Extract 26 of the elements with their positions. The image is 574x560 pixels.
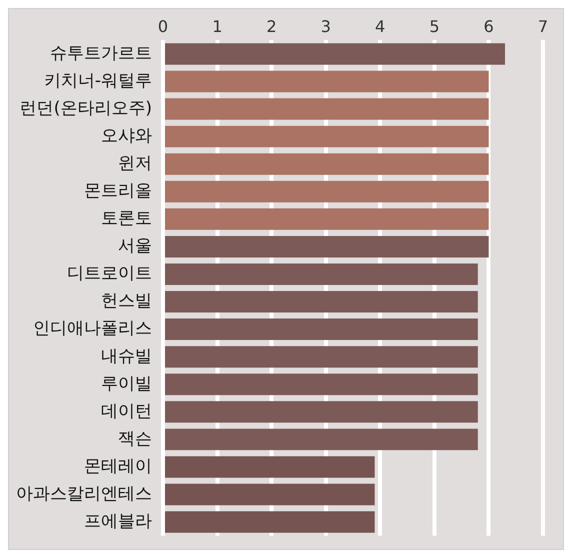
y-tick-label: 몬테레이 bbox=[84, 456, 152, 476]
y-tick-label: 런던(온타리오주) bbox=[20, 98, 152, 118]
x-tick-label: 1 bbox=[212, 16, 222, 36]
y-tick-label: 내슈빌 bbox=[101, 346, 152, 366]
x-tick-label: 7 bbox=[538, 16, 548, 36]
y-tick-label: 잭슨 bbox=[118, 428, 152, 449]
y-tick-label: 몬트리올 bbox=[84, 181, 152, 202]
y-tick-label: 루이빌 bbox=[101, 374, 152, 394]
y-tick-label: 인디애나폴리스 bbox=[33, 318, 152, 339]
x-tick-label: 6 bbox=[484, 16, 494, 36]
x-tick-label: 3 bbox=[320, 16, 331, 36]
y-tick-label: 오샤와 bbox=[101, 126, 152, 146]
x-tick-label: 5 bbox=[429, 16, 440, 36]
y-tick-label: 아과스칼리엔테스 bbox=[16, 484, 152, 504]
y-tick-label: 윈저 bbox=[118, 154, 152, 174]
y-tick-label: 토론토 bbox=[101, 208, 152, 229]
x-tick-label: 4 bbox=[375, 16, 386, 36]
y-tick-label: 서울 bbox=[118, 236, 152, 256]
x-tick-label: 2 bbox=[266, 16, 277, 36]
y-tick-label: 키치너-워털루 bbox=[44, 70, 152, 91]
y-tick-label: 데이턴 bbox=[101, 401, 152, 422]
y-tick-label: 헌스빌 bbox=[101, 291, 152, 312]
y-tick-label: 프에블라 bbox=[84, 511, 152, 532]
x-tick-label: 0 bbox=[158, 16, 168, 36]
y-tick-label: 디트로이트 bbox=[67, 264, 152, 284]
y-tick-label: 슈투트가르트 bbox=[50, 43, 152, 64]
